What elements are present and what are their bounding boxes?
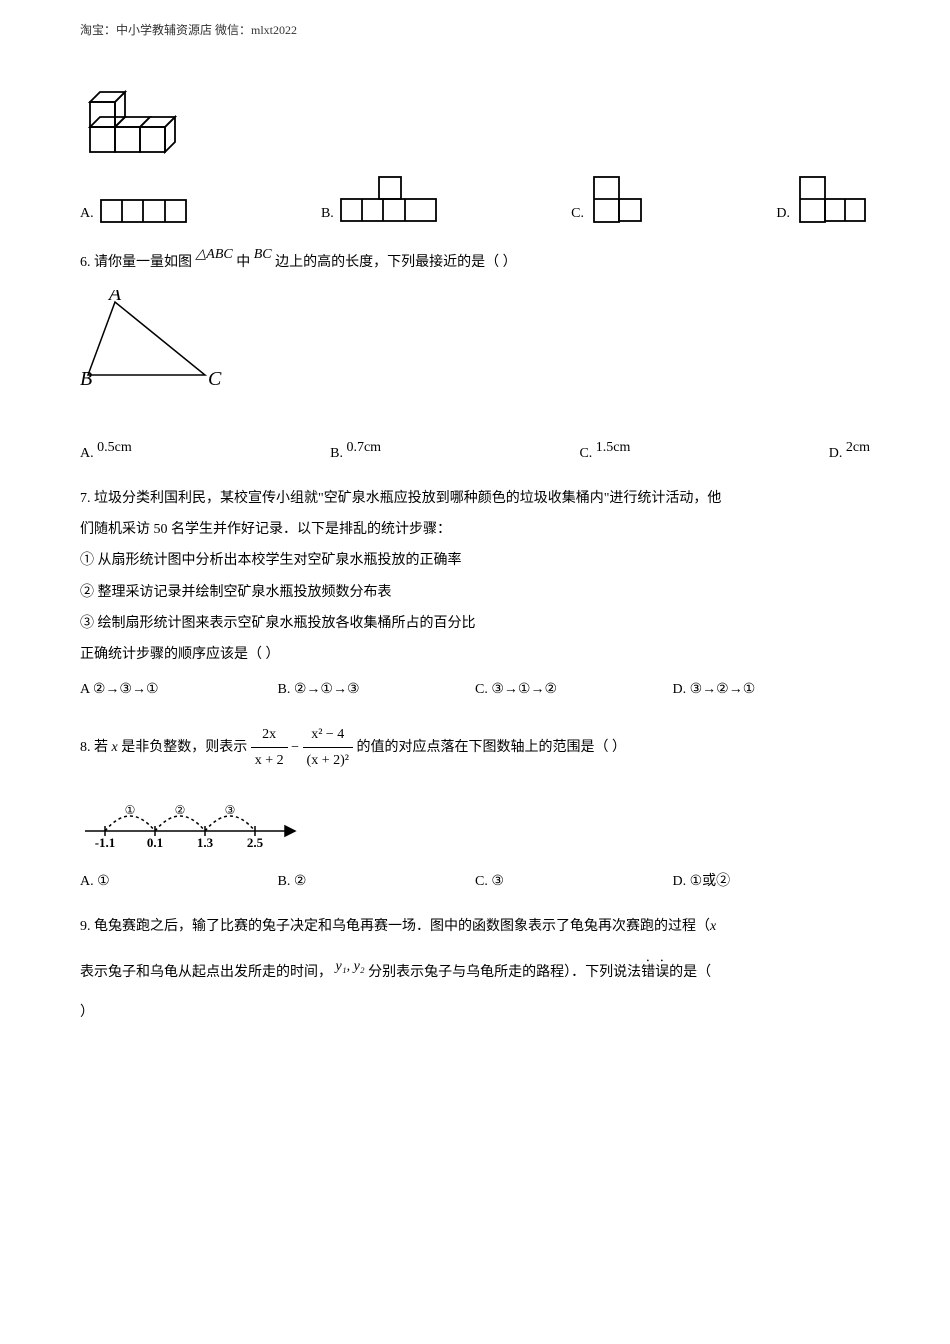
q7-line2: 们随机采访 50 名学生并作好记录．以下是排乱的统计步骤： — [80, 517, 870, 542]
q7-options: A ②→③→① B. ②→①→③ C. ③→①→② D. ③→②→① — [80, 677, 870, 702]
q8: 8. 若 x 是非负整数，则表示 2x x + 2 − x² − 4 (x + … — [80, 722, 870, 894]
q8-minus: − — [291, 740, 302, 755]
q6-option-c: C. 1.5cm — [579, 435, 630, 466]
frac-den: x + 2 — [251, 748, 288, 773]
option-label: A. — [80, 446, 94, 461]
tick-label: 1.3 — [197, 835, 214, 850]
q5-opt-d-fig — [795, 172, 870, 227]
q8-mid1: 是非负整数，则表示 — [118, 740, 251, 755]
frac-num: 2x — [251, 722, 288, 748]
q6-suffix: 边上的高的长度，下列最接近的是（ ） — [275, 255, 517, 270]
q9-line2a: 表示兔子和乌龟从起点出发所走的时间， — [80, 965, 332, 980]
q9-line1a: 9. 龟兔赛跑之后，输了比赛的兔子决定和乌龟再赛一场．图中的函数图象表示了龟兔再… — [80, 919, 710, 934]
q6-prefix: 6. 请你量一量如图 — [80, 255, 192, 270]
q5-figure — [80, 82, 870, 157]
label-a: A — [107, 290, 122, 305]
q7-step1: ① 从扇形统计图中分析出本校学生对空矿泉水瓶投放的正确率 — [80, 548, 870, 573]
q7-prompt: 正确统计步骤的顺序应该是（ ） — [80, 642, 870, 667]
q8-option-c: C. ③ — [475, 869, 673, 894]
q8-frac2: x² − 4 (x + 2)² — [303, 722, 353, 773]
q8-option-a: A. ① — [80, 869, 278, 894]
q8-options: A. ① B. ② C. ③ D. ①或② — [80, 869, 870, 894]
q6-option-d: D. 2cm — [829, 435, 870, 466]
frac-num: x² − 4 — [303, 722, 353, 748]
q5-option-a: A. — [80, 192, 189, 227]
arc-label: ① — [125, 803, 136, 817]
q6-option-b: B. 0.7cm — [330, 435, 381, 466]
option-value: 1.5cm — [596, 440, 631, 455]
option-label: C. — [571, 201, 584, 226]
q5-opt-c-fig — [589, 172, 644, 227]
label-b: B — [80, 368, 92, 390]
q6: 6. 请你量一量如图 △ABC 中 BC 边上的高的长度，下列最接近的是（ ） … — [80, 242, 870, 466]
q9: 9. 龟兔赛跑之后，输了比赛的兔子决定和乌龟再赛一场．图中的函数图象表示了龟兔再… — [80, 914, 870, 1026]
q8-text: 8. 若 x 是非负整数，则表示 2x x + 2 − x² − 4 (x + … — [80, 722, 870, 773]
q8-prefix: 8. 若 — [80, 740, 112, 755]
q7-line1: 7. 垃圾分类利国利民，某校宣传小组就"空矿泉水瓶应投放到哪种颜色的垃圾收集桶内… — [80, 486, 870, 511]
q8-option-d: D. ①或② — [673, 869, 871, 894]
q7-step3: ③ 绘制扇形统计图来表示空矿泉水瓶投放各收集桶所占的百分比 — [80, 611, 870, 636]
option-label: D. — [829, 446, 843, 461]
tick-label: -1.1 — [95, 835, 116, 850]
option-label: B. — [321, 201, 334, 226]
q7-option-c: C. ③→①→② — [475, 677, 673, 702]
arc-label: ② — [175, 803, 186, 817]
q8-suffix: 的值的对应点落在下图数轴上的范围是（ ） — [356, 740, 626, 755]
tick-label: 2.5 — [247, 835, 264, 850]
q8-frac1: 2x x + 2 — [251, 722, 288, 773]
q7-option-b: B. ②→①→③ — [278, 677, 476, 702]
q9-line1: 9. 龟兔赛跑之后，输了比赛的兔子决定和乌龟再赛一场．图中的函数图象表示了龟兔再… — [80, 914, 870, 939]
option-label: B. — [330, 446, 343, 461]
q5-option-c: C. — [571, 172, 644, 227]
q8-option-b: B. ② — [278, 869, 476, 894]
q5-option-d: D. — [776, 172, 870, 227]
q6-tri: △ABC — [196, 247, 233, 262]
q9-line2b: 分别表示兔子与乌龟所走的路程）．下列说法 — [368, 965, 641, 980]
q7: 7. 垃圾分类利国利民，某校宣传小组就"空矿泉水瓶应投放到哪种颜色的垃圾收集桶内… — [80, 486, 870, 702]
q7-step2: ② 整理采访记录并绘制空矿泉水瓶投放频数分布表 — [80, 580, 870, 605]
option-value: 0.7cm — [346, 440, 381, 455]
q9-y1y2: y₁, y₂ — [336, 959, 365, 974]
q5-opt-b-fig — [339, 172, 439, 227]
q6-mid: 中 — [236, 255, 250, 270]
q9-line3: ） — [80, 1000, 870, 1025]
q7-option-a: A ②→③→① — [80, 677, 278, 702]
q7-option-d: D. ③→②→① — [673, 677, 871, 702]
option-label: C. — [579, 446, 592, 461]
option-value: 2cm — [846, 440, 870, 455]
option-label: D. — [776, 201, 790, 226]
q9-line2: 表示兔子和乌龟从起点出发所走的时间， y₁, y₂ 分别表示兔子与乌龟所走的路程… — [80, 954, 870, 985]
q6-text: 6. 请你量一量如图 △ABC 中 BC 边上的高的长度，下列最接近的是（ ） — [80, 242, 870, 275]
q8-numberline: -1.1 0.1 1.3 2.5 ① ② ③ — [80, 789, 870, 854]
option-value: 0.5cm — [97, 440, 132, 455]
page-header: 淘宝：中小学教辅资源店 微信：mlxt2022 — [80, 20, 870, 42]
q5-option-b: B. — [321, 172, 439, 227]
tick-label: 0.1 — [147, 835, 163, 850]
q5-opt-a-fig — [99, 192, 189, 227]
q9-x: x — [710, 919, 716, 934]
q6-bc: BC — [254, 247, 272, 262]
q6-figure: A B C — [80, 290, 870, 395]
q9-err: 错误 — [641, 965, 669, 980]
option-label: A. — [80, 201, 94, 226]
q5-options: A. B. C. — [80, 172, 870, 227]
q6-option-a: A. 0.5cm — [80, 435, 132, 466]
arc-label: ③ — [225, 803, 236, 817]
label-c: C — [208, 368, 222, 390]
q9-line2c: 的是（ — [669, 965, 711, 980]
frac-den: (x + 2)² — [303, 748, 353, 773]
q6-options: A. 0.5cm B. 0.7cm C. 1.5cm D. 2cm — [80, 435, 870, 466]
